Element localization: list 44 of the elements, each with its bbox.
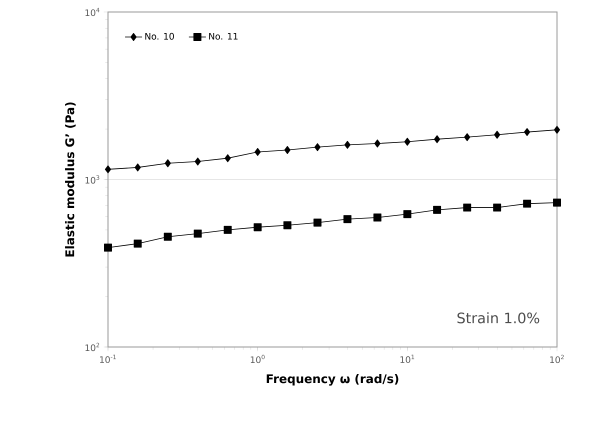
legend-label: No. 10 xyxy=(145,32,174,40)
point xyxy=(194,230,202,238)
point xyxy=(314,143,321,152)
point xyxy=(373,214,382,222)
point xyxy=(464,133,470,142)
x-axis-title: Frequency ω (rad/s) xyxy=(266,374,398,386)
x-tick-label: 10$^{-1}$ xyxy=(100,354,116,364)
point xyxy=(164,232,172,241)
point xyxy=(254,148,261,156)
y-axis-title: Elastic modulus G’ (Pa) xyxy=(65,102,76,256)
point xyxy=(224,226,232,234)
point xyxy=(553,198,561,207)
point xyxy=(463,204,472,212)
point xyxy=(554,126,560,134)
point xyxy=(494,130,500,139)
point xyxy=(164,159,171,168)
y-tick-label: 10$^{3}$ xyxy=(86,175,100,184)
point xyxy=(104,244,112,252)
point xyxy=(314,218,322,227)
point xyxy=(433,206,442,214)
point xyxy=(283,221,292,230)
point xyxy=(254,223,262,232)
point xyxy=(343,215,352,224)
x-tick-label: 10$^{2}$ xyxy=(550,354,564,364)
point xyxy=(404,138,410,146)
point xyxy=(284,146,290,154)
annotation: Strain 1.0% xyxy=(457,312,540,324)
point xyxy=(493,204,502,212)
point xyxy=(194,158,201,166)
legend-label: No. 11 xyxy=(209,32,238,40)
x-tick-label: 10$^{0}$ xyxy=(250,354,265,364)
point xyxy=(434,135,440,144)
point xyxy=(134,163,141,172)
point xyxy=(524,128,530,136)
point xyxy=(403,210,412,218)
point xyxy=(344,140,351,149)
point xyxy=(134,240,142,248)
point xyxy=(374,140,380,148)
point xyxy=(224,154,231,162)
x-tick-label: 10$^{1}$ xyxy=(400,354,414,364)
y-tick-label: 10$^{2}$ xyxy=(86,342,100,352)
point xyxy=(523,200,532,208)
point xyxy=(104,165,112,174)
y-tick-label: 10$^{4}$ xyxy=(86,8,100,16)
